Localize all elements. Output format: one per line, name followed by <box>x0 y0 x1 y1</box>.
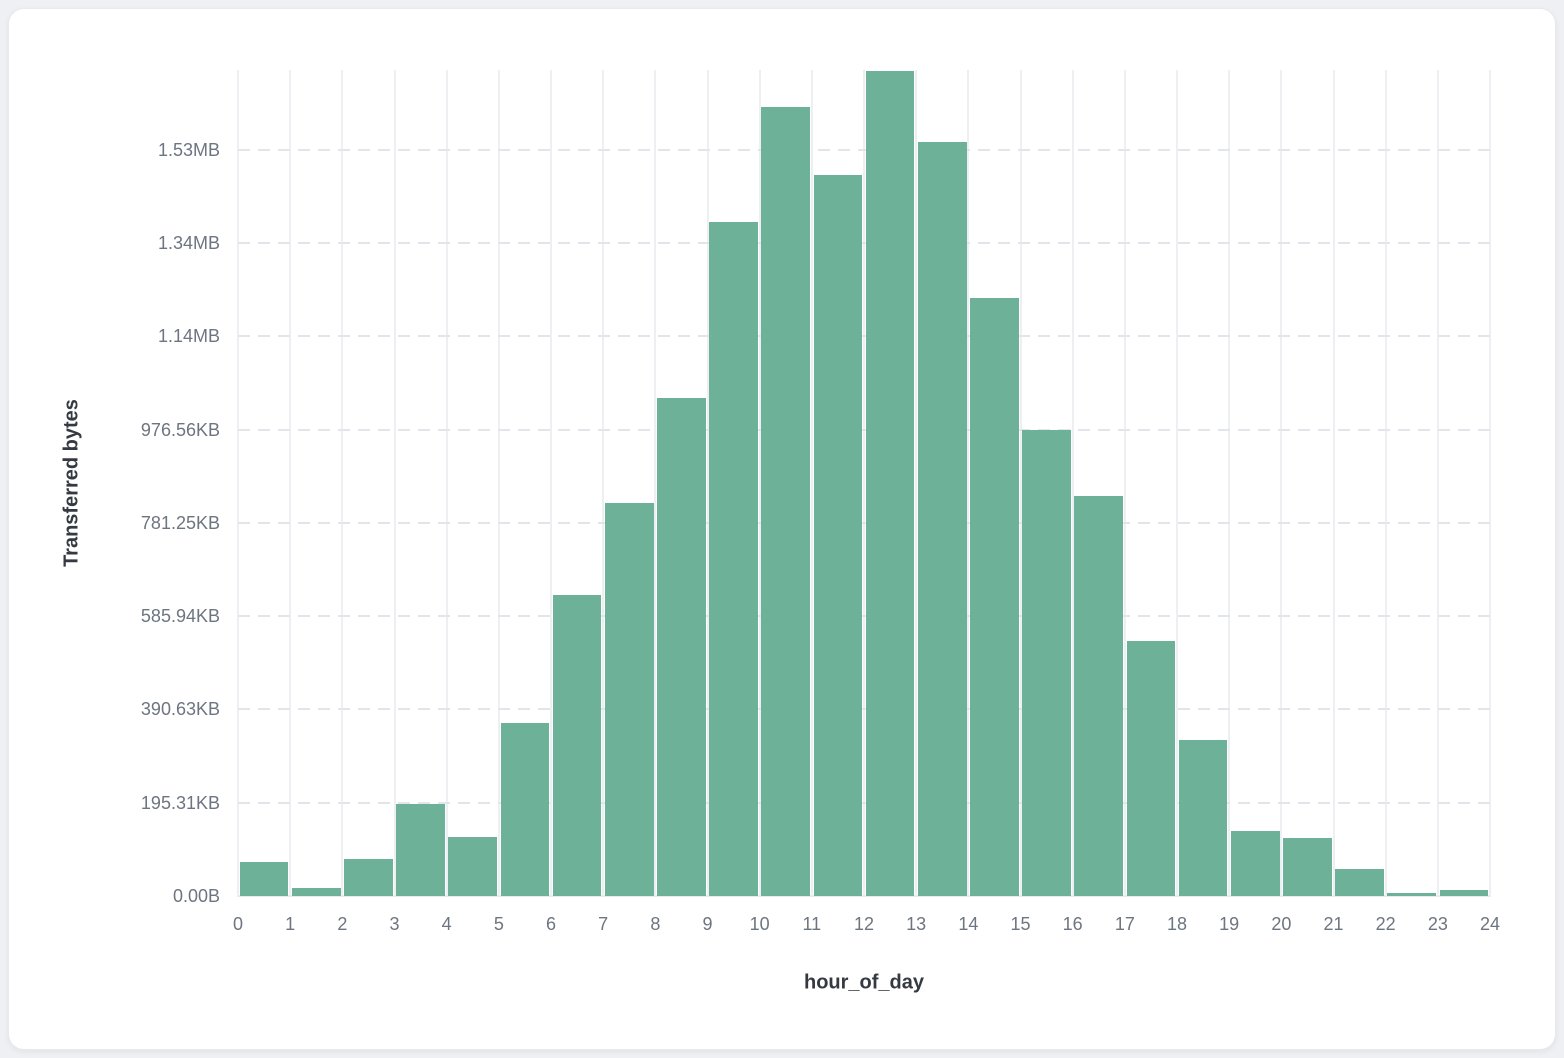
y-tick-label-390.63KB: 390.63KB <box>140 699 220 720</box>
y-tick-label-1.53MB: 1.53MB <box>157 139 220 160</box>
vertical-gridline-4 <box>445 70 448 896</box>
vertical-gridline-12 <box>863 70 865 896</box>
bar-hour-1[interactable] <box>291 888 341 896</box>
x-tick-label-1: 1 <box>285 914 296 934</box>
y-tick-label-585.94KB: 585.94KB <box>140 606 220 627</box>
y-tick-label-195.31KB: 195.31KB <box>140 792 220 813</box>
vertical-gridline-1 <box>289 70 292 896</box>
bar-hour-15[interactable] <box>1022 429 1071 896</box>
x-tick-label-16: 16 <box>1062 914 1083 934</box>
bar-hour-23[interactable] <box>1439 889 1489 896</box>
x-tick-label-10: 10 <box>749 914 770 934</box>
vertical-gridline-13 <box>915 70 918 896</box>
bar-hour-10[interactable] <box>761 107 811 896</box>
vertical-gridline-11 <box>810 70 813 896</box>
vertical-gridline-5 <box>497 70 500 896</box>
vertical-gridline-2 <box>341 70 344 896</box>
vertical-gridline-14 <box>967 70 970 896</box>
bar-hour-2[interactable] <box>344 859 393 896</box>
bar-hour-5[interactable] <box>500 723 550 896</box>
bar-hour-13[interactable] <box>917 142 967 896</box>
bar-hour-9[interactable] <box>709 222 758 896</box>
x-tick-label-23: 23 <box>1427 914 1448 934</box>
bar-hour-14[interactable] <box>970 298 1019 896</box>
bar-hour-6[interactable] <box>552 595 602 896</box>
x-tick-label-5: 5 <box>493 914 504 934</box>
x-axis-title: hour_of_day <box>803 971 925 994</box>
vertical-gridline-15 <box>1019 70 1022 896</box>
horizontal-gridline-585.94KB <box>238 615 1490 618</box>
bar-hour-4[interactable] <box>448 837 498 896</box>
horizontal-gridline-781.25KB <box>238 521 1490 524</box>
x-tick-label-18: 18 <box>1166 914 1188 934</box>
y-tick-label-781.25KB: 781.25KB <box>140 512 220 533</box>
vertical-gridline-10 <box>758 70 761 896</box>
x-tick-label-21: 21 <box>1323 914 1344 934</box>
vertical-gridline-22 <box>1384 70 1387 896</box>
x-tick-label-8: 8 <box>650 914 661 934</box>
vertical-gridline-21 <box>1332 70 1335 896</box>
horizontal-gridline-976.56KB <box>238 428 1490 431</box>
bar-hour-16[interactable] <box>1074 496 1124 896</box>
y-tick-label-1.14MB: 1.14MB <box>157 326 220 347</box>
vertical-gridline-9 <box>706 70 709 896</box>
x-tick-label-0: 0 <box>232 914 243 934</box>
bar-hour-3[interactable] <box>396 803 445 896</box>
vertical-gridline-7 <box>602 70 605 896</box>
x-tick-label-24: 24 <box>1479 914 1501 934</box>
x-tick-label-22: 22 <box>1375 914 1396 934</box>
bar-hour-19[interactable] <box>1230 831 1280 896</box>
horizontal-gridline-195.31KB <box>238 801 1490 804</box>
x-tick-label-9: 9 <box>702 914 713 934</box>
vertical-gridline-18 <box>1176 70 1178 896</box>
horizontal-gridline-1.14MB <box>238 335 1490 338</box>
x-axis-line <box>237 895 1491 897</box>
bar-hour-17[interactable] <box>1126 640 1176 896</box>
y-tick-label-0.00B: 0.00B <box>172 886 220 906</box>
x-tick-label-11: 11 <box>802 914 822 934</box>
vertical-gridline-24 <box>1489 70 1491 896</box>
vertical-gridline-6 <box>550 70 552 896</box>
x-tick-label-12: 12 <box>853 914 875 934</box>
x-tick-label-13: 13 <box>906 914 927 934</box>
x-tick-label-14: 14 <box>958 914 979 934</box>
horizontal-gridline-390.63KB <box>238 708 1490 711</box>
vertical-gridline-8 <box>654 70 657 896</box>
vertical-gridline-19 <box>1228 70 1231 896</box>
vertical-gridline-20 <box>1280 70 1283 896</box>
vertical-gridline-3 <box>393 70 396 896</box>
y-axis-title: Transferred bytes <box>60 399 83 567</box>
bar-hour-21[interactable] <box>1335 868 1384 896</box>
y-tick-label-976.56KB: 976.56KB <box>140 419 220 440</box>
x-tick-label-19: 19 <box>1219 914 1240 934</box>
x-tick-label-6: 6 <box>545 914 556 934</box>
bar-hour-0[interactable] <box>239 862 289 896</box>
bar-hour-11[interactable] <box>813 174 863 896</box>
x-tick-label-4: 4 <box>441 914 452 934</box>
horizontal-gridline-1.34MB <box>238 242 1490 245</box>
bar-hour-22[interactable] <box>1387 893 1437 896</box>
x-tick-label-17: 17 <box>1114 914 1135 934</box>
x-tick-label-2: 2 <box>337 914 348 934</box>
vertical-gridline-23 <box>1436 70 1439 896</box>
x-tick-label-7: 7 <box>598 914 609 934</box>
x-tick-label-20: 20 <box>1271 914 1292 934</box>
x-tick-label-15: 15 <box>1010 914 1031 934</box>
bar-hour-7[interactable] <box>604 502 654 896</box>
bar-hour-12[interactable] <box>865 71 915 896</box>
bar-hour-20[interactable] <box>1283 838 1332 896</box>
horizontal-gridline-1.53MB <box>238 148 1490 151</box>
plot-area <box>237 70 1491 896</box>
vertical-gridline-0 <box>237 70 239 896</box>
bar-hour-8[interactable] <box>657 397 706 896</box>
vertical-gridline-16 <box>1071 70 1074 896</box>
y-tick-label-1.34MB: 1.34MB <box>157 233 220 254</box>
vertical-gridline-17 <box>1123 70 1126 896</box>
x-tick-label-3: 3 <box>389 914 400 934</box>
bar-hour-18[interactable] <box>1178 739 1228 896</box>
